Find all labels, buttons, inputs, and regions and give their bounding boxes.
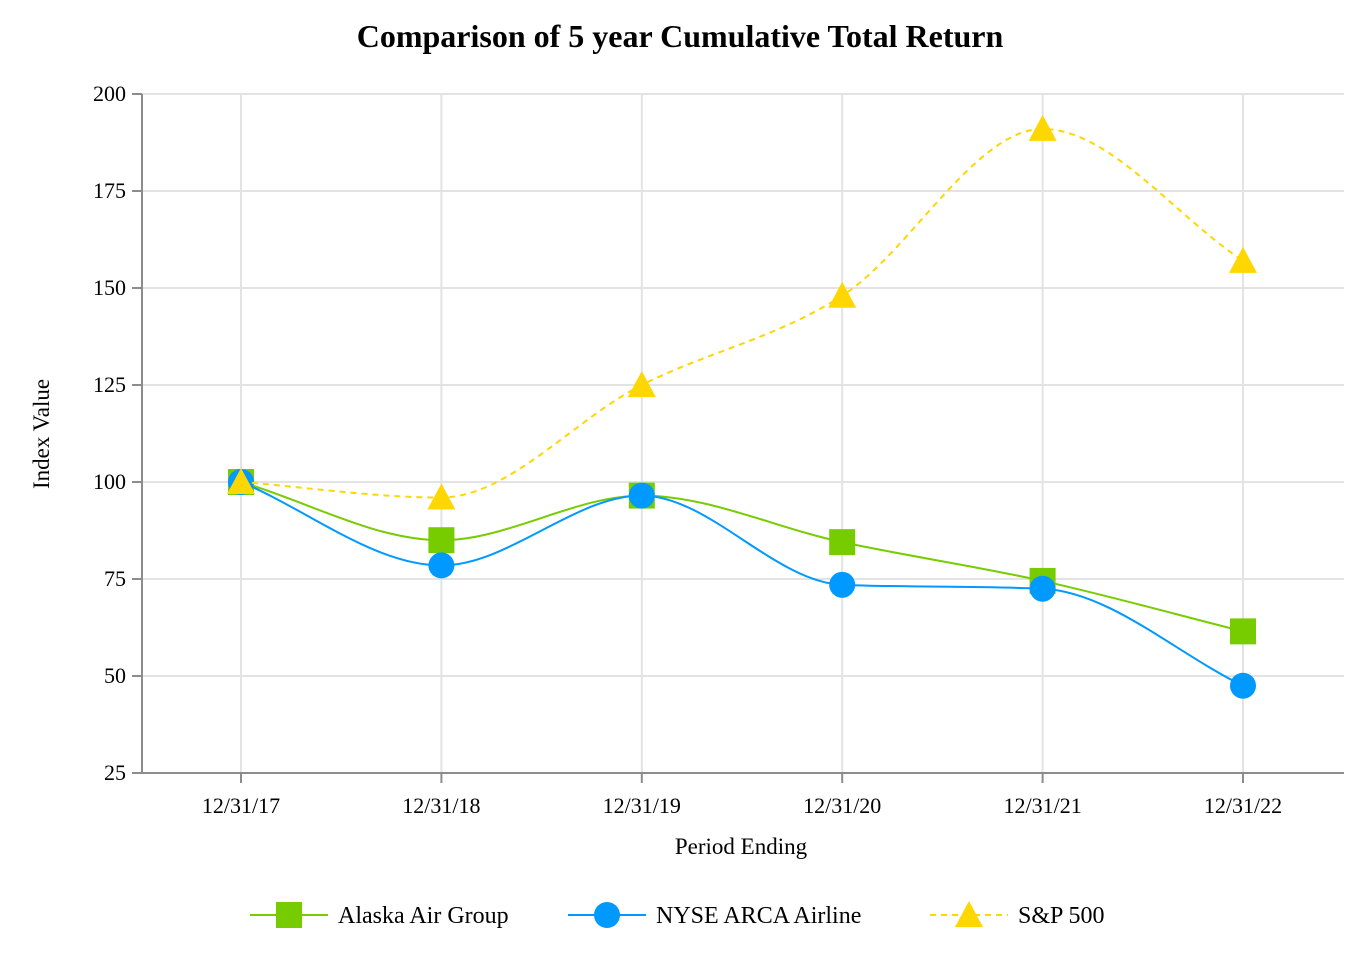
data-point-nyse-arca-airline [829, 571, 856, 598]
legend: Alaska Air Group NYSE ARCA Airline S&P 500 [250, 901, 1104, 929]
legend-label-alaska-air-group: Alaska Air Group [338, 903, 509, 929]
legend-item-alaska-air-group: Alaska Air Group [250, 902, 509, 929]
x-tick-label: 12/31/20 [803, 793, 881, 818]
legend-item-nyse-arca-airline: NYSE ARCA Airline [568, 902, 861, 929]
x-tick-label: 12/31/18 [402, 793, 480, 818]
series-s-p-500 [227, 114, 1257, 510]
legend-marker-nyse-arca-airline [594, 902, 620, 928]
legend-item-s-p-500: S&P 500 [930, 901, 1104, 929]
y-axis-label: Index Value [29, 379, 54, 489]
data-point-s-p-500 [1229, 246, 1257, 273]
data-point-s-p-500 [828, 281, 857, 308]
x-tick-label: 12/31/17 [202, 793, 280, 818]
data-point-s-p-500 [627, 371, 656, 397]
data-point-nyse-arca-airline [1029, 575, 1056, 602]
y-tick-label: 25 [104, 760, 126, 785]
series-line-nyse-arca-airline [240, 481, 1244, 687]
legend-marker-alaska-air-group [276, 902, 302, 928]
series-nyse-arca-airline [228, 469, 1256, 699]
y-tick-label: 100 [93, 469, 126, 494]
y-tick-label: 125 [93, 372, 126, 397]
y-tick-label: 150 [93, 275, 126, 300]
y-tick-label: 75 [104, 566, 126, 591]
series-line-alaska-air-group [240, 481, 1244, 633]
y-tick-label: 50 [104, 663, 126, 688]
data-point-alaska-air-group [829, 529, 856, 556]
y-tick-label: 175 [93, 178, 126, 203]
grid [142, 93, 1344, 773]
chart-title: Comparison of 5 year Cumulative Total Re… [357, 18, 1004, 54]
data-point-nyse-arca-airline [1230, 672, 1256, 699]
x-axis-label: Period Ending [675, 834, 808, 859]
x-axis-ticks: 12/31/17 12/31/18 12/31/19 12/31/20 12/31/21… [202, 793, 1282, 818]
legend-marker-s-p-500 [955, 901, 983, 927]
y-tick-label: 200 [93, 81, 126, 106]
y-axis-ticks: 25 50 75 100 125 150 175 200 [93, 81, 126, 785]
x-tick-label: 12/31/19 [603, 793, 681, 818]
series-group [227, 114, 1257, 699]
data-point-s-p-500 [227, 468, 255, 494]
data-point-alaska-air-group [1230, 618, 1256, 645]
data-point-nyse-arca-airline [428, 552, 455, 579]
legend-label-s-p-500: S&P 500 [1018, 903, 1104, 929]
x-tick-label: 12/31/21 [1003, 793, 1081, 818]
data-point-nyse-arca-airline [628, 482, 655, 509]
data-point-s-p-500 [1028, 114, 1057, 141]
data-point-s-p-500 [427, 483, 456, 510]
data-point-alaska-air-group [428, 527, 455, 554]
series-alaska-air-group [228, 469, 1256, 645]
axes [132, 93, 1344, 783]
series-line-s-p-500 [240, 127, 1244, 499]
x-tick-label: 12/31/22 [1204, 793, 1282, 818]
legend-label-nyse-arca-airline: NYSE ARCA Airline [656, 903, 861, 929]
